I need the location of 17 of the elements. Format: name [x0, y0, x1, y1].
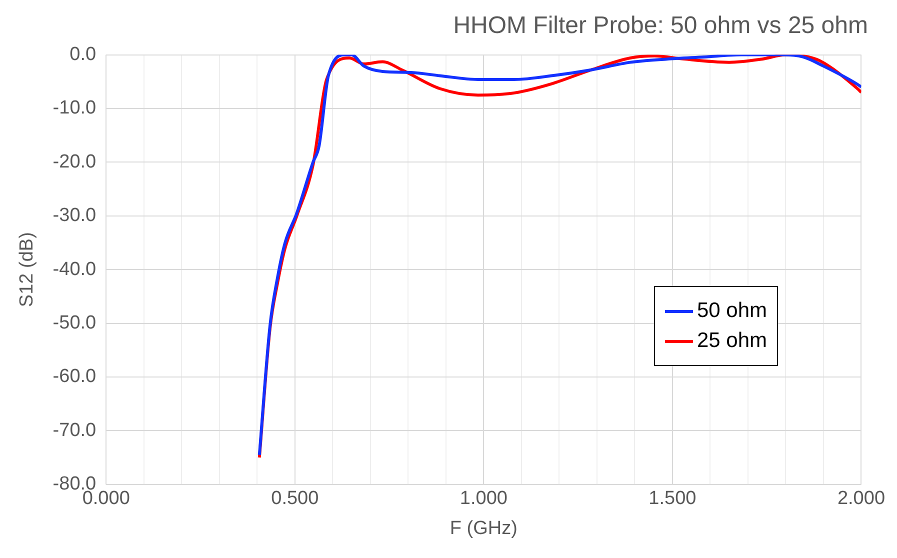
y-tick-label: 0.0 — [70, 44, 96, 66]
x-tick-label: 1.000 — [460, 488, 508, 510]
legend-label: 25 ohm — [696, 329, 767, 353]
y-tick-label: -30.0 — [52, 205, 96, 226]
x-tick-label: 0.500 — [271, 488, 319, 510]
y-axis-title: S12 (dB) — [16, 232, 38, 308]
y-tick-label: -60.0 — [52, 366, 96, 388]
y-tick-label: -40.0 — [52, 258, 96, 280]
y-tick-label: -10.0 — [52, 98, 96, 119]
x-tick-label: 2.000 — [837, 488, 885, 510]
x-tick-label: 1.500 — [648, 488, 696, 510]
chart-title: HHOM Filter Probe: 50 ohm vs 25 ohm — [453, 12, 868, 40]
x-axis-title: F (GHz) — [450, 518, 518, 539]
y-tick-label: -50.0 — [52, 312, 96, 334]
y-tick-label: -70.0 — [52, 420, 96, 441]
legend-label: 50 ohm — [696, 299, 767, 323]
y-tick-label: -20.0 — [52, 151, 96, 172]
